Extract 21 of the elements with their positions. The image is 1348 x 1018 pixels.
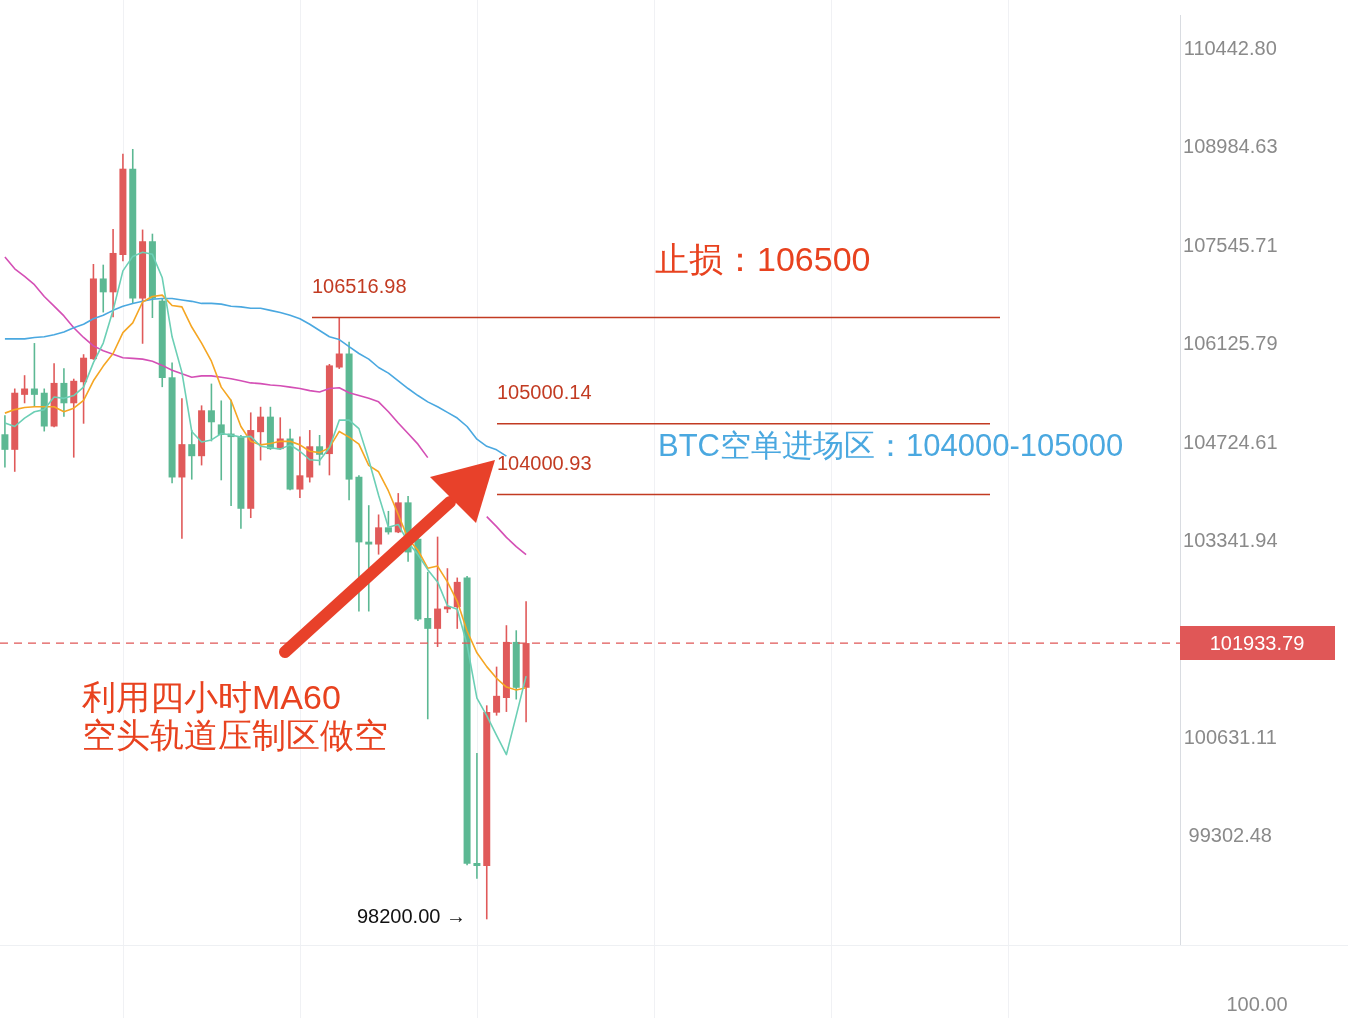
y-tick-label: 107545.71 [1183,233,1278,256]
candlestick [424,571,432,720]
annotation: 98200.00 → [357,904,466,927]
candlestick [473,753,481,879]
y-tick-label: 99302.48 [1188,824,1272,847]
ref-line-label: 105000.14 [497,381,592,404]
y-tick-label: 104724.61 [1183,430,1278,453]
y-tick-label: 108984.63 [1183,135,1278,158]
text: 100.00 [1226,992,1288,1015]
annotation: 止损：106500 [655,240,871,279]
candlestick [178,398,186,539]
y-tick-label: 110442.80 [1183,37,1277,60]
y-tick-label: 106125.79 [1183,332,1278,355]
annotation: BTC空单进场区：104000-105000 [658,427,1124,463]
candlestick [188,430,196,480]
ref-line-label: 106516.98 [312,275,407,298]
y-tick-label: 103341.94 [1183,529,1278,552]
ref-line-label: 101933.79 [1209,631,1305,654]
annotation: 利用四小时MA60 空头轨道压制区做空 [82,678,388,755]
ref-line-label: 104000.93 [497,451,592,474]
y-tick-label: 100631.11 [1183,725,1277,748]
